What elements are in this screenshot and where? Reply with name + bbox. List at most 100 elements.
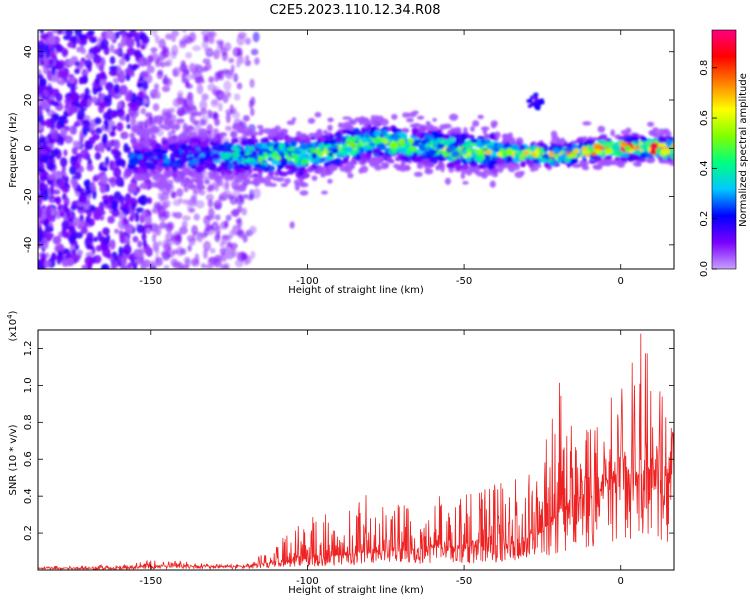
spectrogram-cell — [38, 77, 47, 87]
spectrogram-cell — [354, 136, 362, 141]
spectrogram-cell — [231, 137, 239, 144]
spectrogram-cell — [552, 149, 560, 155]
spectrogram-cell — [182, 199, 190, 205]
spectrogram-cell — [171, 44, 179, 56]
spectrogram-cell — [428, 162, 435, 168]
spectrogram-cell — [333, 158, 342, 164]
spectrogram-cell — [175, 170, 182, 175]
spectrogram-cell — [61, 187, 70, 194]
spectrogram-cell — [211, 137, 219, 143]
spectrogram-cell — [92, 54, 102, 64]
spectrogram-cell — [475, 171, 486, 177]
spectrogram-cell — [241, 207, 248, 216]
colorbar-tick-label: 0.0 — [699, 261, 710, 277]
spectrogram-cell — [219, 240, 226, 248]
spectrogram-cell — [391, 113, 398, 120]
spectrogram-cell — [83, 204, 90, 210]
spectrogram-cell — [190, 137, 199, 144]
spectrogram-cell — [99, 42, 105, 50]
spectrogram-cell — [134, 212, 140, 223]
spectrogram-cell — [158, 38, 166, 50]
spectrogram-cell — [76, 38, 81, 44]
y-tick-label: 1.0 — [23, 377, 34, 393]
spectrogram-cell — [135, 207, 145, 213]
spectrogram-cell — [311, 163, 317, 170]
spectrogram-cell — [46, 36, 56, 45]
spectrogram-cell — [236, 251, 242, 261]
spectrogram-cell — [469, 160, 479, 168]
spectrogram-cell — [133, 248, 142, 258]
y-tick-label: 0 — [23, 145, 34, 151]
spectrogram-cell — [128, 224, 133, 235]
spectrogram-cell — [492, 169, 498, 175]
spectrogram-cell — [201, 40, 209, 50]
spectrogram-cell — [80, 227, 88, 235]
spectrogram-cell — [151, 158, 158, 165]
spectrogram-cell — [125, 146, 131, 153]
spectrogram-cell — [249, 78, 255, 89]
spectrogram-cell — [131, 201, 136, 212]
spectrogram-cell — [218, 175, 224, 180]
spectrogram-cell — [288, 163, 298, 172]
spectrogram-cell — [243, 194, 249, 199]
spectrogram-cell — [476, 154, 484, 161]
spectrogram-cell — [59, 211, 65, 218]
spectrogram-cell — [43, 219, 50, 227]
spectrogram-cell — [122, 244, 132, 256]
spectrogram-cell — [330, 144, 339, 150]
spectrogram-cell — [570, 140, 578, 145]
spectrogram-cell — [136, 224, 144, 234]
spectrogram-cell — [173, 123, 180, 131]
spectrogram-cell — [125, 113, 131, 123]
spectrogram-cell — [178, 226, 188, 235]
spectrogram-cell — [166, 246, 172, 253]
spectrogram-cell — [125, 196, 132, 204]
spectrogram-cell — [248, 160, 257, 166]
spectrogram-cell — [632, 161, 642, 167]
spectrogram-cell — [87, 98, 92, 107]
spectrogram-cell — [597, 125, 606, 133]
spectrogram-cell — [141, 210, 147, 217]
spectrogram-cell — [81, 68, 89, 78]
spectrogram-cell — [597, 139, 607, 146]
spectrogram-cell — [102, 133, 108, 144]
spectrogram-cell — [519, 170, 525, 175]
spectrogram-cell — [316, 166, 324, 171]
spectrogram-cell — [38, 198, 41, 206]
spectrogram-cell — [76, 110, 86, 121]
spectrogram-cell — [171, 249, 179, 255]
spectrogram-cell — [429, 126, 436, 131]
spectrogram-cell — [582, 165, 590, 171]
spectrogram-cell — [300, 133, 308, 140]
spectrogram-cell — [214, 214, 221, 221]
spectrogram-cell — [248, 127, 254, 133]
spectrogram-cell — [351, 157, 356, 163]
spectrogram-cell — [72, 217, 81, 227]
spectrogram-cell — [284, 178, 291, 184]
spectrogram-cell — [203, 248, 208, 259]
y-tick-label: 40 — [23, 45, 34, 58]
spectrogram-cell — [131, 157, 140, 165]
spectrogram-cell — [63, 232, 72, 239]
spectrogram-cell — [163, 264, 170, 269]
spectrogram-cell — [236, 126, 246, 134]
spectrogram-cell — [134, 258, 142, 264]
spectrogram-cell — [74, 68, 81, 75]
spectrogram-cell — [173, 199, 182, 207]
spectrogram-cell — [299, 165, 306, 172]
spectrogram-cell — [154, 34, 160, 44]
spectrogram-cell — [96, 210, 106, 216]
spectrogram-cell — [513, 156, 522, 163]
spectrogram-cell — [489, 160, 498, 166]
spectrogram-cell — [68, 76, 76, 84]
spectrogram-cell — [120, 131, 129, 140]
spectrogram-cell — [228, 57, 235, 64]
spectrogram-cell — [135, 186, 141, 193]
spectrogram-cell — [425, 142, 433, 147]
colorbar-tick-label: 0.4 — [699, 160, 710, 176]
spectrogram-cell — [303, 153, 310, 159]
spectrogram-cell — [360, 137, 370, 143]
spectrogram-cell — [192, 189, 198, 200]
spectrogram-cell — [346, 162, 353, 166]
spectrogram-cell — [165, 77, 173, 87]
